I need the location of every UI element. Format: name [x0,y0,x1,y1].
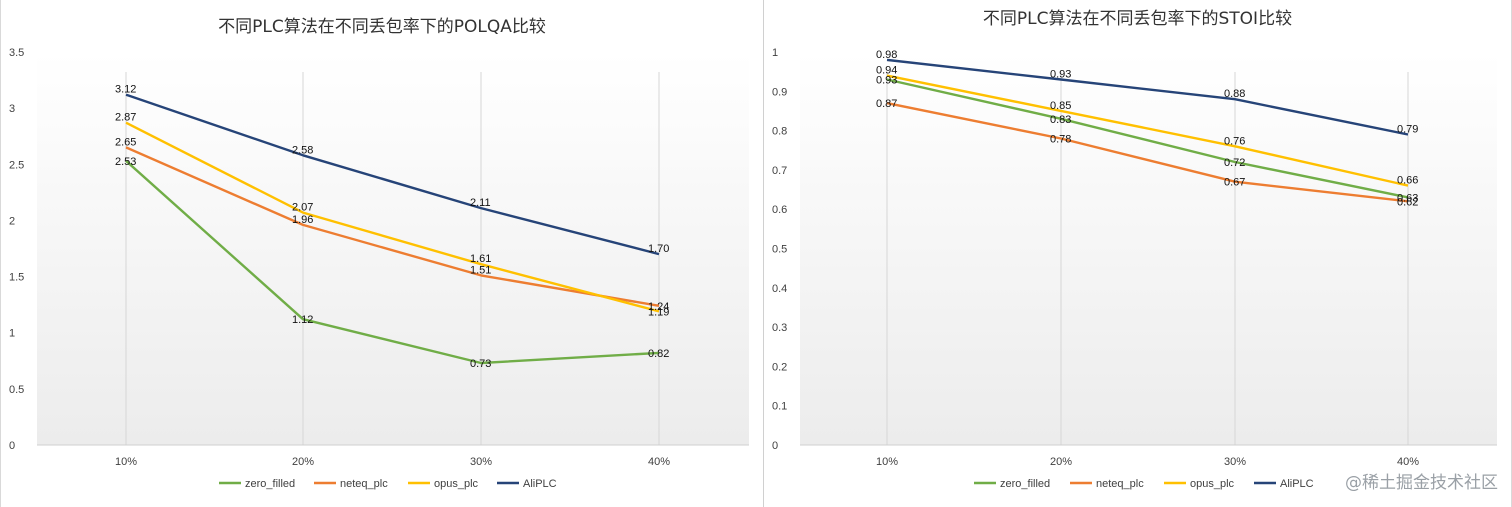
x-tick-label: 10% [876,456,898,468]
polqa-chart-panel: 不同PLC算法在不同丢包率下的POLQA比较 0 0.5 1 1.5 2 2.5 3 3.5 10… [1,0,763,507]
legend-label-neteq_plc: neteq_plc [340,478,388,490]
y-tick-label: 0.5 [9,384,24,396]
data-label-zero_filled: 0.82 [648,348,669,360]
x-tick-label: 20% [292,456,314,468]
legend-label-neteq_plc: neteq_plc [1096,478,1144,490]
series-line-opus_plc [886,74,1409,187]
y-tick-label: 2.5 [9,159,24,171]
polqa-chart: 不同PLC算法在不同丢包率下的POLQA比较00.511.522.533.510… [9,17,749,490]
data-label-opus_plc: 1.61 [470,253,491,265]
stoi-chart: 不同PLC算法在不同丢包率下的STOI比较 0 0.1 0.2 0.3 0.4 0.5 0.6… [772,9,1497,490]
y-tick-label: 0 [9,440,15,452]
data-label-AliPLC: 0.98 [876,49,897,61]
plot-area [37,52,749,445]
data-label-neteq_plc: 1.51 [470,264,491,276]
y-tick-label: 0 [772,440,778,452]
data-label-opus_plc: 2.07 [292,202,313,214]
data-label-opus_plc: 2.87 [115,112,136,124]
data-label-AliPLC: 2.58 [292,144,313,156]
legend-label-opus_plc: opus_plc [1190,478,1235,490]
data-label-zero_filled: 2.53 [115,156,136,168]
y-tick-label: 0.7 [772,165,787,177]
y-tick-label: 2 [9,215,15,227]
series-line-AliPLC [125,93,660,256]
y-tick-label: 0.6 [772,204,787,216]
series-line-AliPLC [886,58,1409,136]
data-label-AliPLC: 0.88 [1224,88,1245,100]
data-label-neteq_plc: 0.67 [1224,177,1245,189]
data-label-neteq_plc: 0.87 [876,98,897,110]
y-tick-label: 0.9 [772,86,787,98]
data-label-zero_filled: 0.73 [470,358,491,370]
data-label-zero_filled: 0.93 [876,75,897,87]
data-label-opus_plc: 0.76 [1224,135,1245,147]
x-tick-label: 30% [1224,456,1246,468]
data-label-neteq_plc: 1.96 [292,214,313,226]
legend-label-zero_filled: zero_filled [245,478,295,490]
x-tick-label: 20% [1050,456,1072,468]
legend-label-AliPLC: AliPLC [1280,478,1314,490]
x-tick-label: 40% [648,456,670,468]
data-label-zero_filled: 1.12 [292,314,313,326]
data-label-opus_plc: 0.66 [1397,175,1418,187]
x-tick-label: 30% [470,456,492,468]
y-tick-label: 0.5 [772,244,787,256]
series-line-opus_plc [125,121,660,313]
legend-label-opus_plc: opus_plc [434,478,479,490]
data-label-AliPLC: 1.70 [648,243,669,255]
y-tick-label: 0.3 [772,322,787,334]
legend-label-zero_filled: zero_filled [1000,478,1050,490]
data-label-neteq_plc: 1.24 [648,301,669,313]
data-label-opus_plc: 1.19 [648,306,669,318]
panel-divider [763,0,764,507]
y-tick-label: 1 [9,328,15,340]
x-tick-label: 40% [1397,456,1419,468]
series-line-zero_filled [886,78,1409,199]
legend-label-AliPLC: AliPLC [523,478,557,490]
data-label-neteq_plc: 0.78 [1050,133,1071,145]
y-tick-label: 0.2 [772,361,787,373]
data-label-AliPLC: 2.11 [470,197,491,209]
data-label-AliPLC: 0.93 [1050,69,1071,81]
y-tick-label: 0.4 [772,283,787,295]
y-tick-label: 0.1 [772,401,787,413]
y-tick-label: 3 [9,103,15,115]
y-tick-label: 1 [772,47,778,59]
x-tick-label: 10% [115,456,137,468]
data-label-zero_filled: 0.83 [1050,114,1071,126]
series-line-neteq_plc [125,146,660,307]
chart-title: 不同PLC算法在不同丢包率下的POLQA比较 [218,17,546,37]
series-line-zero_filled [125,160,660,365]
data-label-opus_plc: 0.94 [876,65,897,77]
y-tick-label: 3.5 [9,47,24,59]
series-line-neteq_plc [886,101,1409,203]
plot-area [800,52,1497,445]
data-label-neteq_plc: 2.65 [115,136,136,148]
frame-left-border [0,0,1,507]
data-label-AliPLC: 0.79 [1397,124,1418,136]
data-label-AliPLC: 3.12 [115,84,136,96]
stoi-chart-panel: 不同PLC算法在不同丢包率下的STOI比较 0 0.1 0.2 0.3 0.4 0.5 0.6… [764,0,1511,507]
data-label-zero_filled: 0.72 [1224,157,1245,169]
watermark-text: @稀土掘金技术社区 [1345,473,1498,493]
chart-title: 不同PLC算法在不同丢包率下的STOI比较 [983,9,1292,29]
data-label-neteq_plc: 0.62 [1397,196,1418,208]
data-label-opus_plc: 0.85 [1050,100,1071,112]
y-tick-label: 1.5 [9,272,24,284]
data-label-zero_filled: 0.63 [1397,192,1418,204]
y-tick-label: 0.8 [772,126,787,138]
